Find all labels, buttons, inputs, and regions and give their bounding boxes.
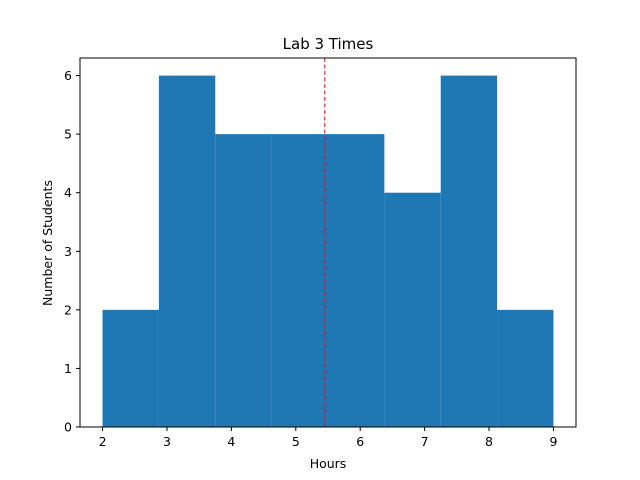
y-tick-label: 6 [64, 68, 72, 83]
histogram-bar-1 [102, 309, 159, 427]
y-tick-label: 1 [64, 361, 72, 376]
x-tick-label: 6 [356, 434, 364, 449]
y-axis-ticks: 0 1 2 3 4 5 6 [64, 68, 80, 435]
histogram-bar-6 [384, 192, 441, 427]
x-tick-label: 2 [99, 434, 107, 449]
x-tick-label: 3 [163, 434, 171, 449]
x-tick-label: 5 [292, 434, 300, 449]
y-tick-label: 5 [64, 127, 72, 142]
y-tick-label: 0 [64, 420, 72, 435]
histogram-bar-7 [440, 75, 498, 428]
x-tick-label: 4 [227, 434, 235, 449]
y-tick-label: 4 [64, 185, 72, 200]
x-tick-label: 8 [485, 434, 493, 449]
x-axis-ticks: 2 3 4 5 6 7 8 9 [99, 427, 557, 449]
plot-frame [79, 57, 577, 428]
chart-title: Lab 3 Times [283, 35, 374, 53]
histogram-bar-4 [271, 134, 328, 427]
x-tick-label: 9 [549, 434, 557, 449]
histogram-bar-5 [328, 134, 385, 427]
histogram-bar-2 [158, 75, 216, 428]
x-axis-label: Hours [310, 456, 347, 471]
histogram-bar-8 [497, 309, 554, 427]
histogram-bar-3 [215, 134, 272, 427]
y-axis-label: Number of Students [40, 180, 55, 306]
y-tick-label: 2 [64, 302, 72, 317]
x-tick-label: 7 [421, 434, 429, 449]
bars-group [102, 75, 554, 428]
y-tick-label: 3 [64, 244, 72, 259]
